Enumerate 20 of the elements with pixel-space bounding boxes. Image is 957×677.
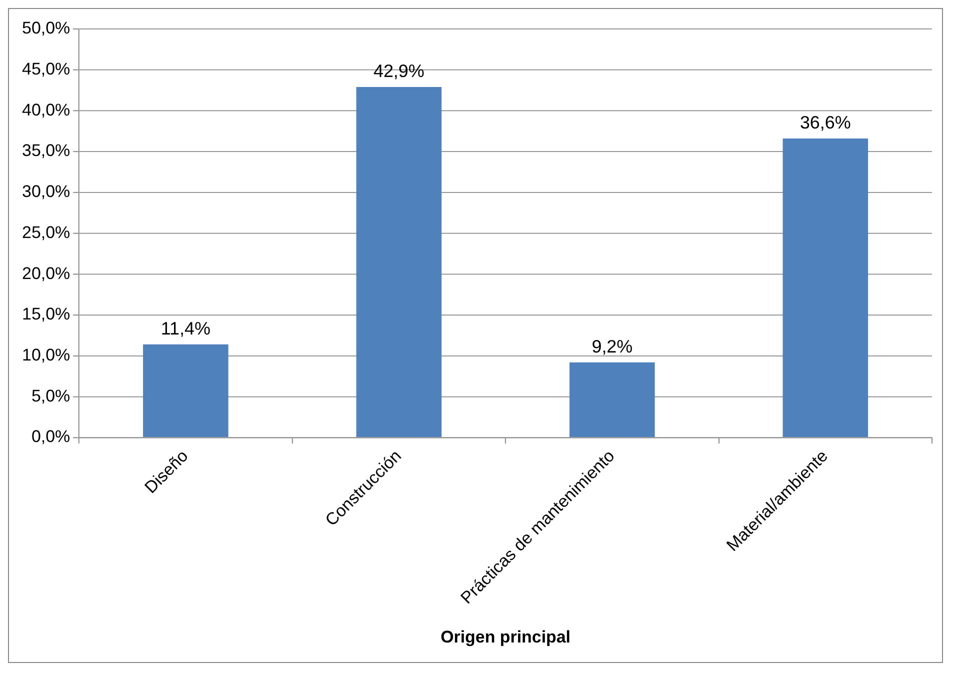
y-tick-label: 35,0%	[22, 141, 70, 160]
y-tick-label: 15,0%	[22, 304, 70, 324]
data-label: 42,9%	[373, 60, 424, 81]
bar	[356, 86, 442, 438]
y-tick-label: 45,0%	[22, 59, 70, 78]
data-label: 9,2%	[592, 336, 633, 356]
y-tick-label: 10,0%	[22, 345, 70, 364]
y-tick-label: 30,0%	[22, 182, 70, 202]
x-axis-title: Origen principal	[440, 628, 571, 647]
bar	[782, 138, 868, 438]
y-tick-label: 20,0%	[22, 264, 70, 283]
bar	[570, 362, 655, 438]
y-tick-label: 25,0%	[22, 222, 70, 242]
bar	[143, 344, 228, 438]
y-tick-label: 0,0%	[31, 427, 70, 446]
y-tick-label: 40,0%	[22, 100, 70, 120]
y-tick-label: 50,0%	[22, 18, 70, 38]
data-label: 11,4%	[160, 318, 210, 338]
y-tick-label: 5,0%	[31, 386, 70, 406]
data-label: 36,6%	[800, 112, 851, 132]
